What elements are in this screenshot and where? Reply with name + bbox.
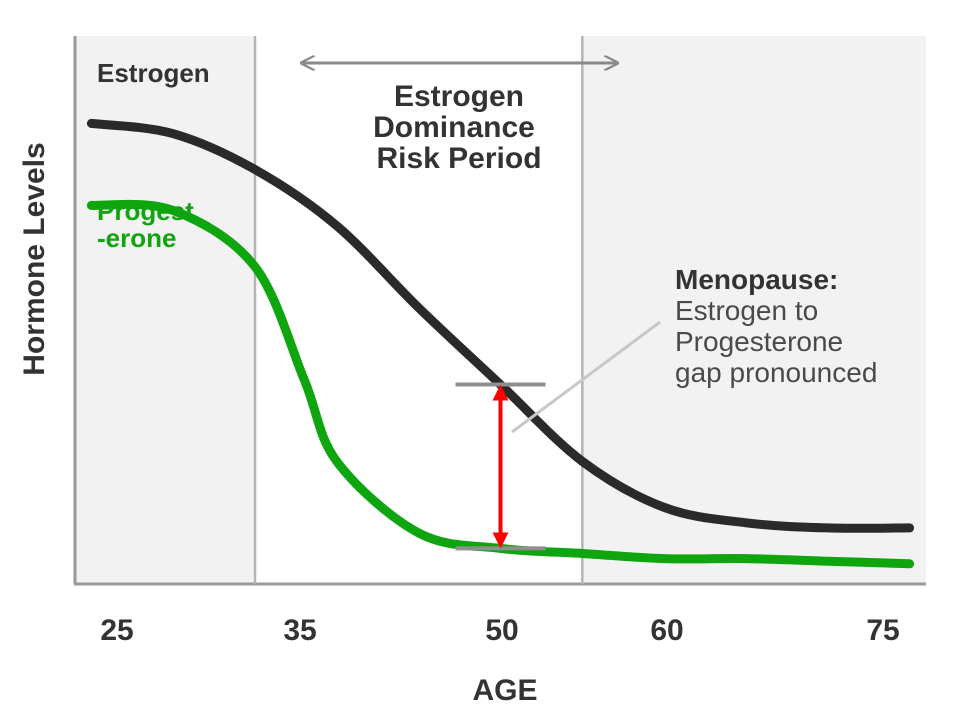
hormone-gap-marker	[455, 382, 546, 551]
estrogen-series-label: Estrogen	[97, 58, 210, 88]
risk-period-label-line-3: Risk Period	[376, 142, 541, 175]
y-axis-label: Hormone Levels	[18, 142, 51, 375]
progesterone-series-label: Progest -erone	[97, 196, 194, 253]
x-tick-label-50: 50	[485, 614, 518, 647]
x-tick-label-35: 35	[283, 614, 316, 647]
band-dividers	[253, 36, 584, 584]
menopause-callout-line-1: Estrogen to	[675, 295, 818, 326]
x-axis-ticks: 25 35 50 60 75	[100, 614, 899, 647]
progesterone-series-label-line-2: -erone	[97, 223, 176, 253]
x-tick-label-25: 25	[100, 614, 133, 647]
menopause-callout-line-2: Progesterone	[675, 326, 843, 357]
menopause-callout: Menopause: Estrogen to Progesterone gap …	[675, 264, 877, 388]
progesterone-line	[86, 199, 915, 569]
x-axis-label: AGE	[472, 674, 537, 707]
progesterone-series-label-line-1: Progest	[97, 196, 194, 226]
x-tick-label-60: 60	[650, 614, 683, 647]
x-tick-label-75: 75	[866, 614, 899, 647]
risk-period-label-line-2: Dominance	[373, 111, 535, 144]
menopause-callout-leader	[511, 320, 661, 434]
shaded-band-1	[75, 36, 256, 584]
menopause-callout-line-3: gap pronounced	[675, 357, 877, 388]
menopause-callout-title: Menopause:	[675, 264, 838, 295]
risk-period-label-line-1: Estrogen	[394, 80, 524, 113]
risk-period-label: Estrogen Dominance Risk Period	[373, 80, 541, 175]
